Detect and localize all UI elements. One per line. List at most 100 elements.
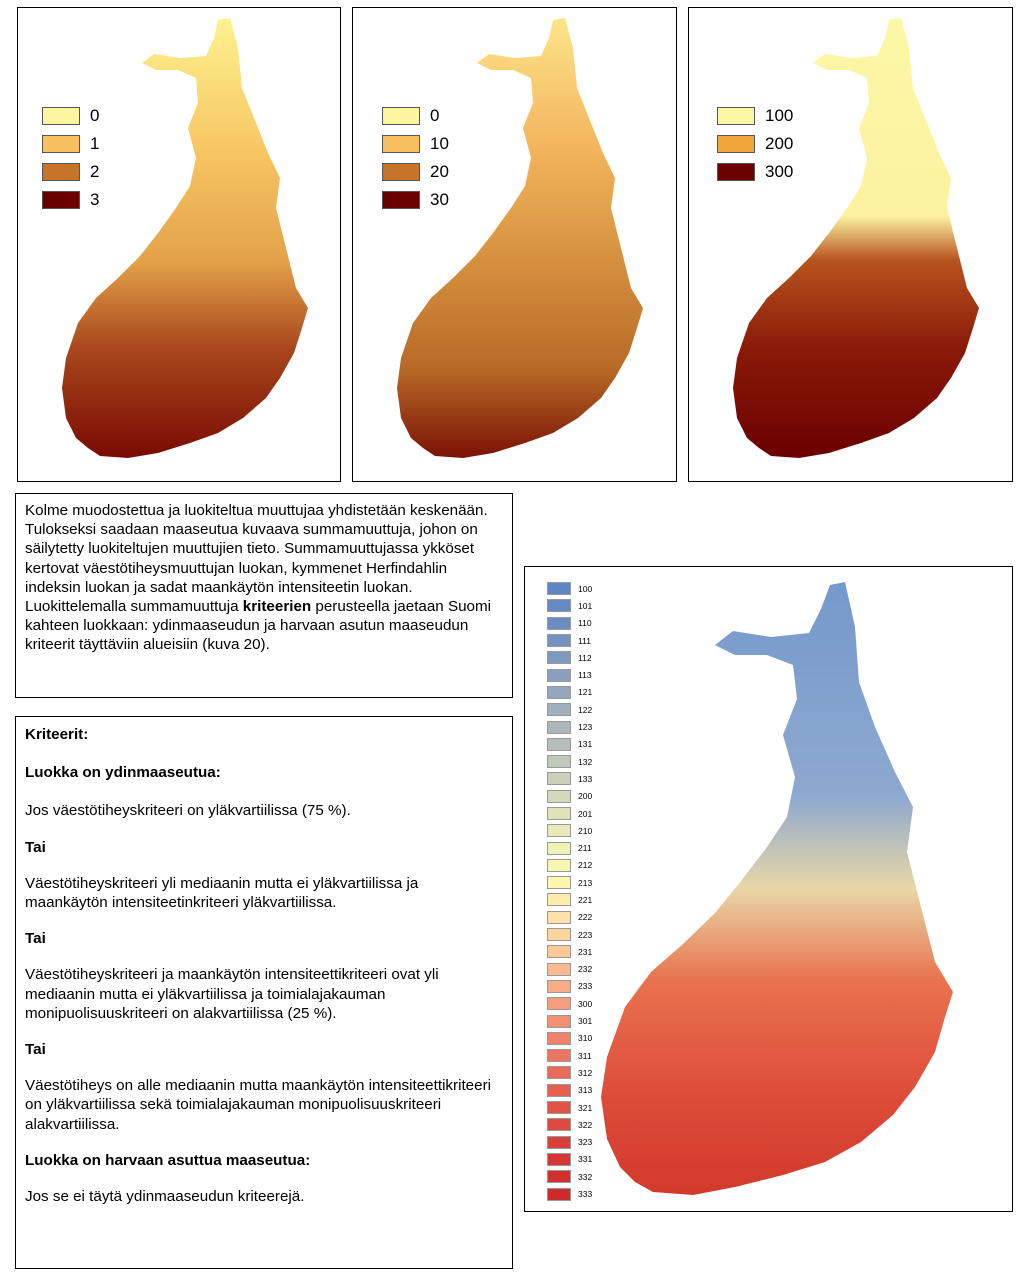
legend-item: 332 [547,1168,592,1185]
sparse-heading: Luokka on harvaan asuttua maaseutua: [25,1151,311,1169]
legend-item: 110 [547,615,592,632]
legend-swatch [547,616,571,630]
legend-item: 333 [547,1185,592,1202]
legend-item: 100 [547,580,592,597]
legend-swatch [547,1187,571,1201]
legend-item: 3 [42,186,99,214]
legend-item: 1 [42,130,99,158]
legend-swatch [547,876,571,890]
legend-label: 121 [578,687,593,698]
legend-item: 223 [547,926,592,943]
legend-swatch [547,634,571,648]
combined-legend: 100 101 110 111 112 113 121 122 123 131 … [547,580,592,1203]
legend-item: 112 [547,649,592,666]
map-panel-combined: 100 101 110 111 112 113 121 122 123 131 … [524,566,1013,1212]
legend-swatch [547,962,571,976]
legend-item: 301 [547,1012,592,1029]
legend-item: 321 [547,1099,592,1116]
legend-label: 223 [578,929,593,940]
legend-label: 30 [430,190,449,209]
legend-item: 231 [547,943,592,960]
description-text: Kolme muodostettua ja luokiteltua muuttu… [25,502,488,616]
legend-label: 232 [578,964,593,975]
map-legend: 100 200 300 [717,102,793,186]
legend-label: 122 [578,704,593,715]
legend-label: 300 [765,162,794,181]
legend-label: 2 [90,162,100,181]
legend-item: 2 [42,158,99,186]
legend-item: 113 [547,666,592,683]
legend-swatch [547,789,571,803]
legend-swatch [547,1014,571,1028]
legend-item: 100 [717,102,793,130]
legend-label: 210 [578,825,593,836]
legend-swatch [547,703,571,717]
rule-2: Väestötiheyskriteeri yli mediaanin mutta… [25,874,419,912]
legend-swatch [547,1066,571,1080]
legend-item: 311 [547,1047,592,1064]
legend-label: 332 [578,1171,593,1182]
rule-4: Väestötiheys on alle mediaanin mutta maa… [25,1077,492,1133]
legend-label: 3 [90,190,100,209]
legend-swatch [547,1049,571,1063]
legend-label: 211 [578,843,592,854]
legend-label: 123 [578,722,593,733]
legend-item: 331 [547,1151,592,1168]
legend-label: 132 [578,756,593,767]
legend-label: 100 [578,583,593,594]
legend-label: 322 [578,1119,593,1130]
legend-label: 222 [578,912,593,923]
legend-item: 200 [547,788,592,805]
legend-item: 221 [547,891,592,908]
legend-swatch [547,1083,571,1097]
legend-label: 110 [578,618,592,629]
legend-label: 221 [578,894,593,905]
legend-label: 133 [578,773,593,784]
legend-item: 123 [547,718,592,735]
legend-swatch [547,668,571,682]
legend-item: 312 [547,1064,592,1081]
legend-swatch [42,163,80,181]
legend-swatch [382,191,420,209]
legend-swatch [717,107,755,125]
legend-swatch [547,928,571,942]
legend-swatch [547,772,571,786]
legend-item: 323 [547,1134,592,1151]
legend-swatch [547,979,571,993]
sparse-rule: Jos se ei täytä ydinmaaseudun kriteerejä… [25,1188,305,1206]
legend-swatch [42,107,80,125]
description-box: Kolme muodostettua ja luokiteltua muuttu… [15,493,513,698]
legend-swatch [547,685,571,699]
legend-label: 301 [578,1016,593,1027]
legend-item: 233 [547,978,592,995]
legend-item: 300 [717,158,793,186]
legend-swatch [547,841,571,855]
legend-label: 312 [578,1067,593,1078]
legend-label: 331 [578,1154,593,1165]
criteria-box: Kriteerit: Luokka on ydinmaaseutua: Jos … [15,716,513,1269]
legend-item: 111 [547,632,592,649]
legend-label: 112 [578,652,592,663]
core-heading: Luokka on ydinmaaseutua: [25,764,221,782]
legend-item: 0 [382,102,449,130]
legend-label: 213 [578,877,593,888]
legend-swatch [382,135,420,153]
legend-item: 101 [547,597,592,614]
legend-item: 131 [547,736,592,753]
finland-map [62,18,308,458]
legend-item: 201 [547,805,592,822]
legend-label: 333 [578,1189,593,1200]
rule-3: Väestötiheyskriteeri ja maankäytön inten… [25,966,439,1022]
legend-swatch [42,191,80,209]
legend-label: 113 [578,670,592,681]
legend-swatch [547,737,571,751]
finland-map-combined [601,582,953,1195]
legend-swatch [547,582,571,596]
legend-swatch [547,910,571,924]
legend-swatch [547,1135,571,1149]
legend-label: 200 [578,791,593,802]
or-label: Tai [25,838,46,856]
legend-swatch [547,651,571,665]
legend-label: 100 [765,106,794,125]
legend-swatch [717,163,755,181]
